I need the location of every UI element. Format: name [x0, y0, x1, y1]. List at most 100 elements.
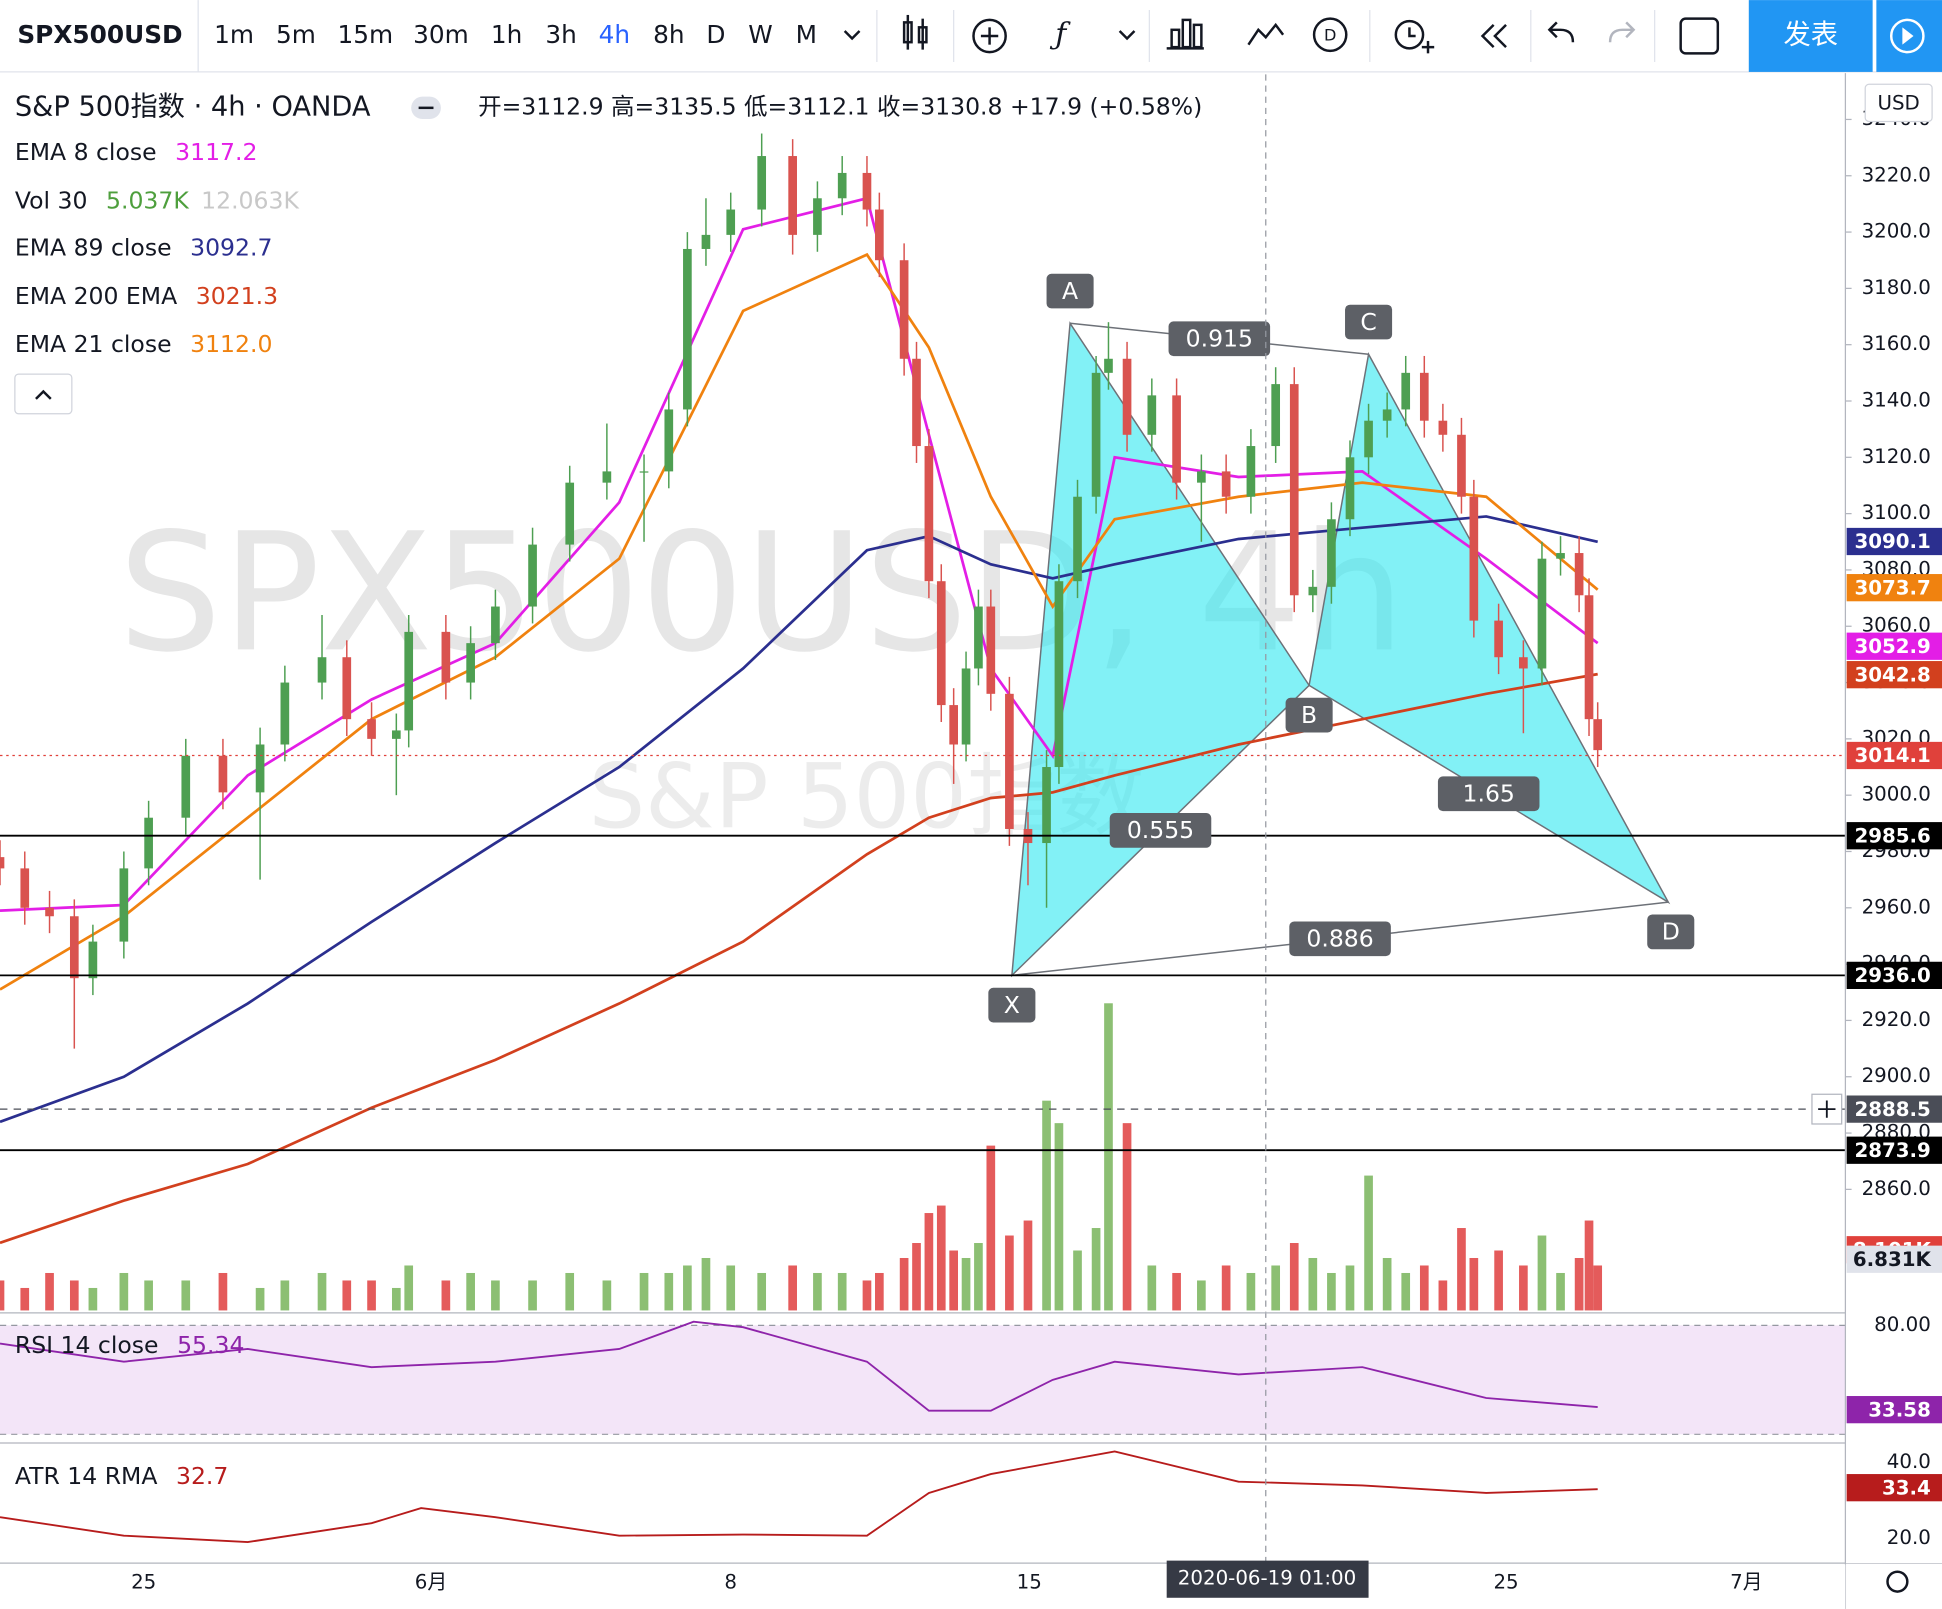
y-tick-label: 2960.0 — [1862, 895, 1931, 918]
volume-bar — [986, 1145, 996, 1311]
play-ring[interactable] — [1889, 18, 1925, 54]
separators — [197, 0, 1656, 72]
replay-icon[interactable] — [1480, 23, 1507, 49]
volume-bar — [181, 1280, 191, 1311]
rsi-line — [0, 1320, 1598, 1412]
pattern-point-label: X — [1004, 991, 1020, 1019]
timeframe[interactable]: 5m — [276, 20, 316, 49]
indicator-name: EMA 200 EMA — [15, 282, 177, 310]
candle-body — [342, 657, 352, 720]
atr-badge-box — [1846, 1474, 1942, 1502]
candle-body — [1494, 620, 1503, 658]
undo-icon[interactable] — [1547, 21, 1575, 43]
publish-button[interactable] — [1748, 0, 1873, 72]
redo-icon[interactable] — [1608, 21, 1636, 43]
volume-bar — [1556, 1272, 1565, 1311]
volume-bar — [1584, 1220, 1594, 1311]
pattern-ratio: 1.65 — [1463, 780, 1515, 808]
timeframe[interactable]: W — [748, 20, 773, 49]
collapse-button[interactable] — [14, 373, 73, 415]
candle-body — [1271, 384, 1281, 447]
indicators-menu[interactable] — [1118, 30, 1136, 41]
indicator-value: 3112.0 — [190, 330, 272, 358]
indicator-name: Vol 30 — [15, 186, 88, 214]
timeframe[interactable]: 3h — [545, 20, 576, 49]
timeframe[interactable]: D — [706, 20, 725, 49]
candle-body — [565, 482, 575, 545]
volume-bar — [1091, 1228, 1101, 1311]
candle-body — [602, 471, 612, 483]
volume-bar — [936, 1205, 946, 1311]
timeframe-menu[interactable] — [843, 30, 861, 41]
candle-body — [1419, 372, 1429, 421]
timeframe[interactable]: 8h — [653, 20, 684, 49]
candle-body — [726, 209, 736, 235]
volume-bar — [1574, 1257, 1584, 1311]
x-tick-label: 25 — [131, 1570, 156, 1593]
interval-badge[interactable]: D — [1324, 25, 1336, 44]
candle-body — [45, 907, 54, 917]
play-icon[interactable] — [1902, 27, 1914, 45]
atr-value: 32.7 — [176, 1462, 228, 1490]
candle-body — [317, 657, 327, 683]
timeframe[interactable]: 1m — [214, 20, 254, 49]
settings-icon[interactable] — [1886, 1570, 1909, 1593]
volume-bar — [144, 1280, 153, 1311]
candle-body — [1054, 581, 1064, 768]
volume-bar — [69, 1280, 79, 1311]
layout-icon[interactable] — [1679, 17, 1720, 55]
timeframe[interactable]: 30m — [413, 20, 469, 49]
candle-body — [813, 198, 822, 235]
timeframe[interactable]: 4h — [599, 20, 630, 49]
candle-body — [1345, 457, 1355, 520]
volume-bar — [924, 1213, 934, 1311]
y-tick-label: 3060.0 — [1862, 614, 1931, 637]
ema-line — [0, 196, 1599, 912]
collapse-icon[interactable] — [35, 389, 52, 400]
y-tick-label: 2860.0 — [1862, 1177, 1931, 1200]
candle-body — [69, 916, 79, 979]
legend: S&P 500指数 · 4h · OANDA 开=3112.9 高=3135.5… — [14, 91, 1202, 415]
volume-bar — [466, 1272, 475, 1311]
interval-badge-ring[interactable] — [1312, 17, 1348, 53]
volume-bar — [491, 1280, 500, 1311]
y-tick-label: 3200.0 — [1862, 220, 1931, 243]
candle-body — [144, 817, 153, 869]
pattern-ratio: 0.915 — [1186, 325, 1253, 353]
candle-body — [1469, 496, 1479, 621]
templates-icon[interactable] — [1166, 18, 1204, 50]
legend-title: S&P 500指数 · 4h · OANDA — [15, 91, 371, 122]
candle-body — [1438, 420, 1448, 435]
volume-bar — [1271, 1265, 1281, 1311]
volume-bar — [1054, 1123, 1064, 1311]
atr-tick-label: 40.0 — [1887, 1450, 1931, 1473]
timeframe[interactable]: 15m — [338, 20, 394, 49]
chart-type-icon[interactable] — [902, 14, 928, 50]
publish-label[interactable]: 发表 — [1783, 19, 1837, 50]
volume-bar — [862, 1280, 872, 1311]
candle-body — [912, 358, 921, 447]
volume-bar — [342, 1280, 352, 1311]
volume-badge-box — [1846, 1245, 1942, 1273]
timeframe[interactable]: M — [796, 20, 817, 49]
time-axis-bg — [0, 1564, 1846, 1609]
symbol[interactable]: SPX500USD — [17, 20, 182, 49]
price-badge: 2873.9 — [1854, 1139, 1930, 1162]
candle-body — [986, 606, 996, 694]
candle-body — [1073, 496, 1082, 582]
candle-body — [181, 755, 191, 818]
legend-ohlc: 开=3112.9 高=3135.5 低=3112.1 收=3130.8 +17.… — [478, 92, 1202, 120]
candle-body — [1122, 358, 1132, 435]
candle-body — [391, 730, 401, 739]
alert-icon[interactable] — [1394, 19, 1435, 54]
volume-bar — [1023, 1220, 1033, 1311]
candle-body — [974, 606, 983, 669]
volume-bar — [837, 1272, 847, 1311]
volume-badge: 6.831K — [1853, 1248, 1932, 1271]
compare-icon[interactable] — [972, 18, 1007, 54]
strategy-icon[interactable] — [1247, 22, 1285, 46]
candle-body — [683, 248, 692, 410]
indicators-icon[interactable]: ƒ — [1049, 17, 1071, 52]
timeframe[interactable]: 1h — [491, 20, 522, 49]
pattern-ratio-box — [1289, 921, 1391, 957]
